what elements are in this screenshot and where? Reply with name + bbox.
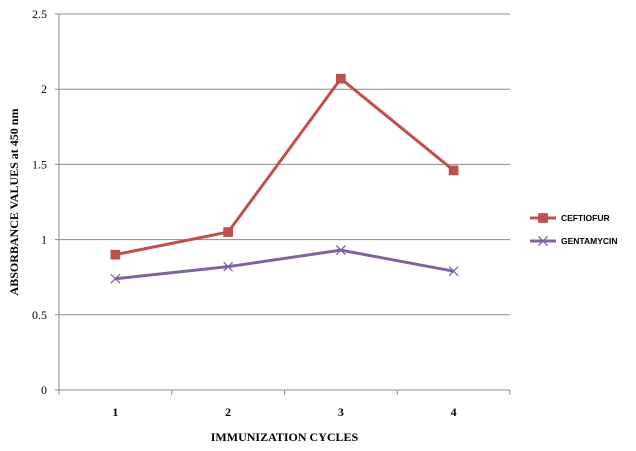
y-tick-label: 2 bbox=[41, 82, 47, 96]
data-point-gentamycin bbox=[448, 266, 459, 277]
legend: CEFTIOFUR GENTAMYCIN bbox=[530, 213, 618, 246]
y-tick-label: 0 bbox=[41, 383, 47, 397]
series-lines bbox=[110, 73, 459, 284]
axes bbox=[55, 13, 511, 395]
data-point-gentamycin bbox=[223, 261, 234, 272]
series-line-ceftiofur bbox=[115, 77, 455, 257]
legend-marker bbox=[538, 236, 548, 246]
x-tick-label: 3 bbox=[338, 405, 344, 419]
y-tick-label: 1.5 bbox=[32, 157, 47, 171]
gridlines bbox=[59, 13, 510, 316]
data-point-ceftiofur bbox=[448, 165, 459, 176]
data-point-ceftiofur bbox=[336, 73, 346, 84]
y-tick-labels: 0 0.5 1 1.5 2 2.5 bbox=[32, 7, 47, 397]
legend-label: CEFTIOFUR bbox=[561, 213, 610, 223]
legend-item-ceftiofur: CEFTIOFUR bbox=[530, 213, 610, 223]
data-point-ceftiofur bbox=[110, 249, 121, 260]
x-axis-title: IMMUNIZATION CYCLES bbox=[211, 430, 359, 444]
legend-marker bbox=[538, 213, 548, 223]
x-tick-label: 4 bbox=[451, 405, 457, 419]
x-tick-label: 1 bbox=[112, 405, 118, 419]
legend-item-gentamycin: GENTAMYCIN bbox=[530, 236, 618, 246]
y-tick-label: 2.5 bbox=[32, 7, 47, 21]
x-tick-labels: 1 2 3 4 bbox=[112, 405, 456, 419]
y-axis-title: ABSORBANCE VALUES at 450 nm bbox=[7, 109, 21, 296]
data-point-gentamycin bbox=[110, 273, 121, 284]
y-tick-label: 1 bbox=[41, 233, 47, 247]
legend-label: GENTAMYCIN bbox=[561, 236, 618, 246]
data-point-ceftiofur bbox=[223, 227, 233, 237]
series-line-gentamycin bbox=[115, 248, 454, 281]
data-point-gentamycin bbox=[335, 245, 346, 256]
y-tick-label: 0.5 bbox=[32, 308, 47, 322]
x-tick-label: 2 bbox=[225, 405, 231, 419]
